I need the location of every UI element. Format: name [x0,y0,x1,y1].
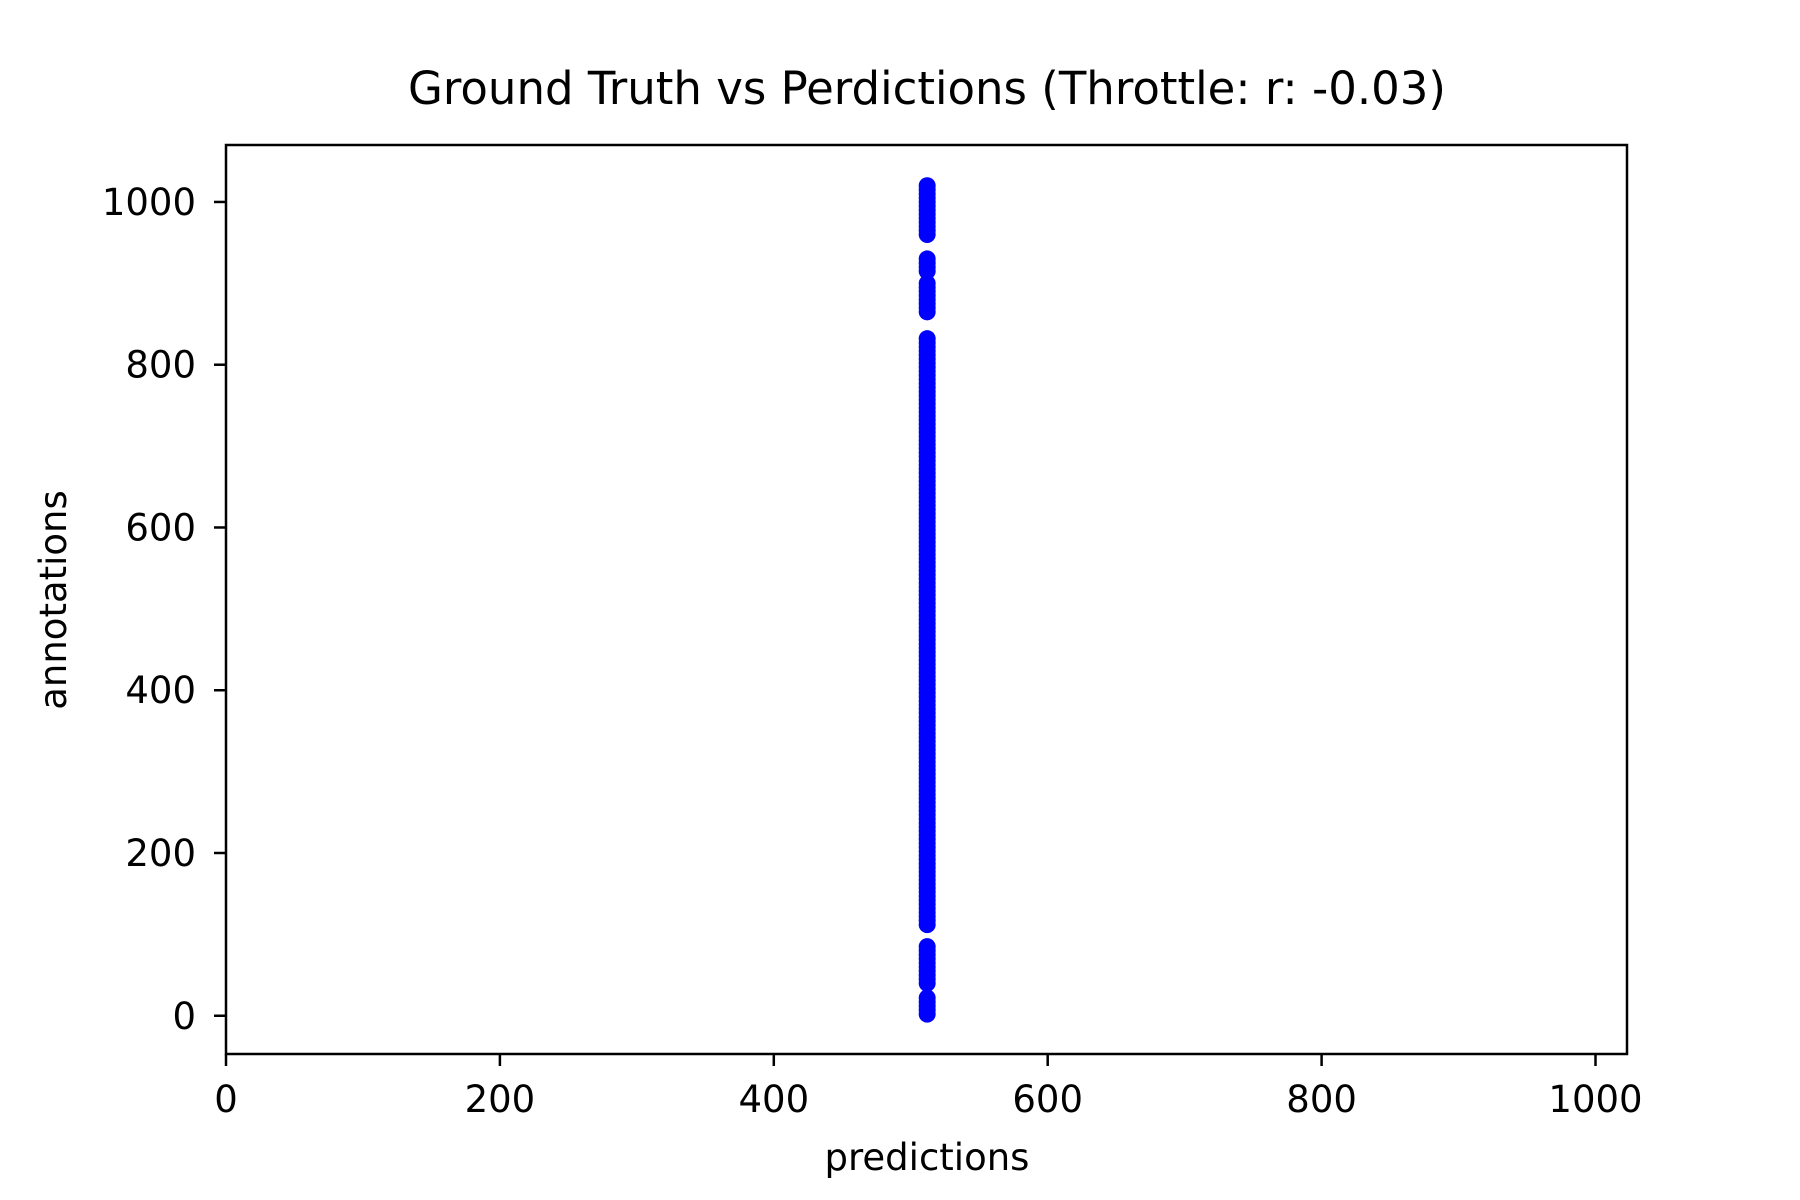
data-point [918,274,936,292]
y-tick-label: 400 [125,669,196,712]
y-tick-label: 800 [125,344,196,387]
y-tick-label: 200 [125,832,196,875]
x-tick-label: 200 [465,1078,536,1121]
y-axis-label: annotations [32,490,75,710]
x-tick-label: 400 [738,1078,809,1121]
y-tick-label: 0 [172,995,196,1038]
data-point [918,177,936,195]
x-tick-label: 0 [214,1078,238,1121]
chart-title: Ground Truth vs Perdictions (Throttle: r… [408,62,1446,115]
data-point [918,989,936,1007]
y-tick-label: 600 [125,506,196,549]
x-tick-label: 1000 [1548,1078,1642,1121]
data-points [918,177,936,1023]
data-point [918,250,936,268]
x-tick-label: 600 [1012,1078,1083,1121]
x-axis-label: predictions [825,1136,1030,1179]
data-point [918,938,936,956]
x-tick-label: 800 [1286,1078,1357,1121]
plot-frame [224,143,1629,1056]
data-point [918,330,936,348]
x-axis-ticks: 0 200 400 600 800 1000 [214,1054,1643,1121]
y-tick-label: 1000 [102,181,196,224]
y-axis-ticks: 0 200 400 600 800 1000 [102,181,226,1038]
